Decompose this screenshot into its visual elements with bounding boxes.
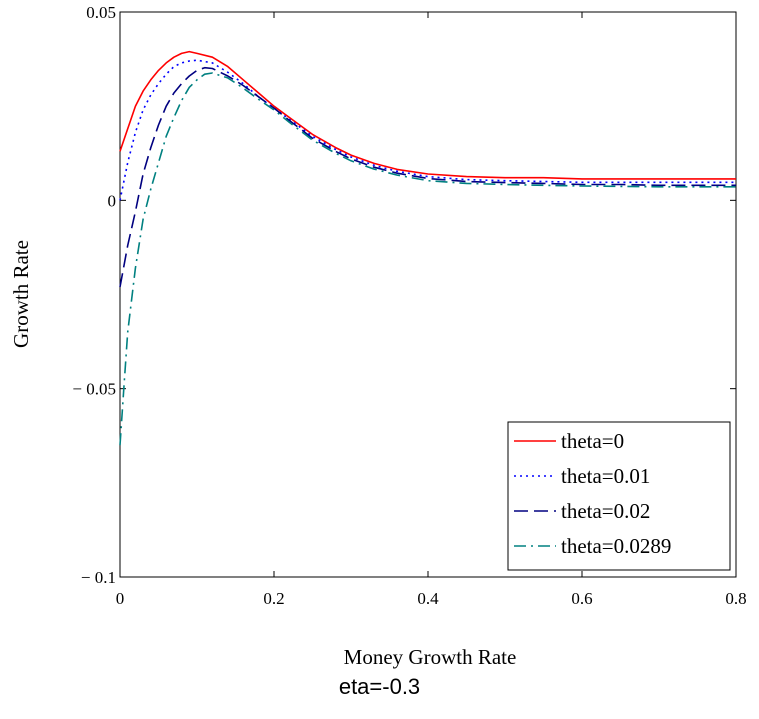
x-axis-title: Money Growth Rate (344, 645, 517, 669)
y-tick-label: 0.05 (86, 3, 116, 22)
x-tick-label: 0.2 (263, 589, 284, 608)
series-line-4 (119, 72, 736, 446)
y-tick-label: − 0.1 (81, 568, 116, 587)
legend-label-2: theta=0.01 (561, 464, 650, 488)
legend: theta=0 theta=0.01 theta=0.02 theta=0.0289 (507, 421, 731, 571)
x-tick-label: 0.8 (725, 589, 746, 608)
y-tick-label: 0 (108, 191, 117, 210)
y-axis-title: Growth Rate (9, 240, 33, 348)
x-tick-label: 0.4 (417, 589, 439, 608)
x-tick-label: 0.6 (571, 589, 592, 608)
series-layer (119, 50, 736, 446)
x-tick-label: 0 (116, 589, 125, 608)
legend-label-1: theta=0 (561, 429, 624, 453)
series-line-3 (119, 66, 736, 288)
legend-label-4: theta=0.0289 (561, 534, 671, 558)
legend-label-3: theta=0.02 (561, 499, 650, 523)
y-tick-label: − 0.05 (72, 380, 116, 399)
chart-caption: eta=-0.3 (338, 674, 421, 699)
series-line-1 (119, 50, 736, 180)
axis-ticks: 0 0.2 0.4 0.6 0.8 − 0.1 − 0.05 0 0.05 (72, 3, 746, 608)
